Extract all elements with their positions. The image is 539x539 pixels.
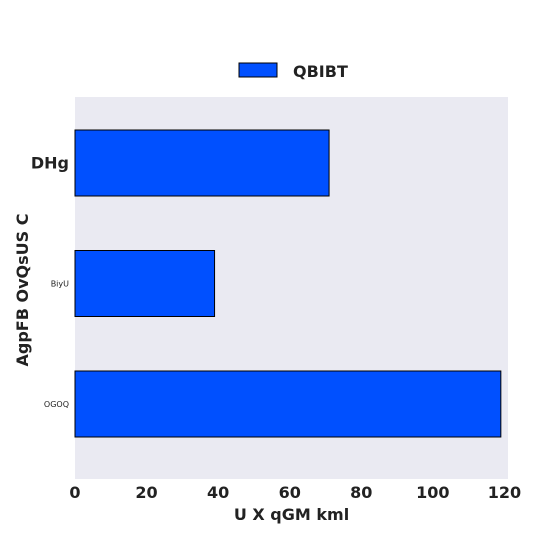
x-axis-title: U X qGM kml xyxy=(234,505,349,524)
bar-biyu xyxy=(74,250,216,317)
x-tick-labels: 0 20 40 60 80 100 120 xyxy=(69,483,521,502)
x-tick-label-120: 120 xyxy=(488,483,521,502)
x-tick-label-100: 100 xyxy=(416,483,449,502)
legend-swatch xyxy=(238,62,278,78)
y-tick-label-dhg: DHg xyxy=(31,154,69,173)
bar-dhg xyxy=(74,129,330,197)
x-tick-label-80: 80 xyxy=(350,483,372,502)
y-category-labels: DHg BiyU OGOQ xyxy=(31,154,69,409)
legend: QBIBT xyxy=(238,62,348,81)
x-tick-label-60: 60 xyxy=(279,483,301,502)
y-axis-title: AgpFB OvQsUS C xyxy=(13,214,32,367)
legend-label-qbibt: QBIBT xyxy=(293,62,348,81)
bar-ogoq xyxy=(74,370,502,438)
x-tick-label-20: 20 xyxy=(135,483,157,502)
y-tick-label-biyu: BiyU xyxy=(51,279,69,288)
x-tick-label-0: 0 xyxy=(69,483,80,502)
bars-group xyxy=(74,129,502,438)
x-tick-label-40: 40 xyxy=(207,483,229,502)
y-tick-label-ogoq: OGOQ xyxy=(44,400,69,409)
